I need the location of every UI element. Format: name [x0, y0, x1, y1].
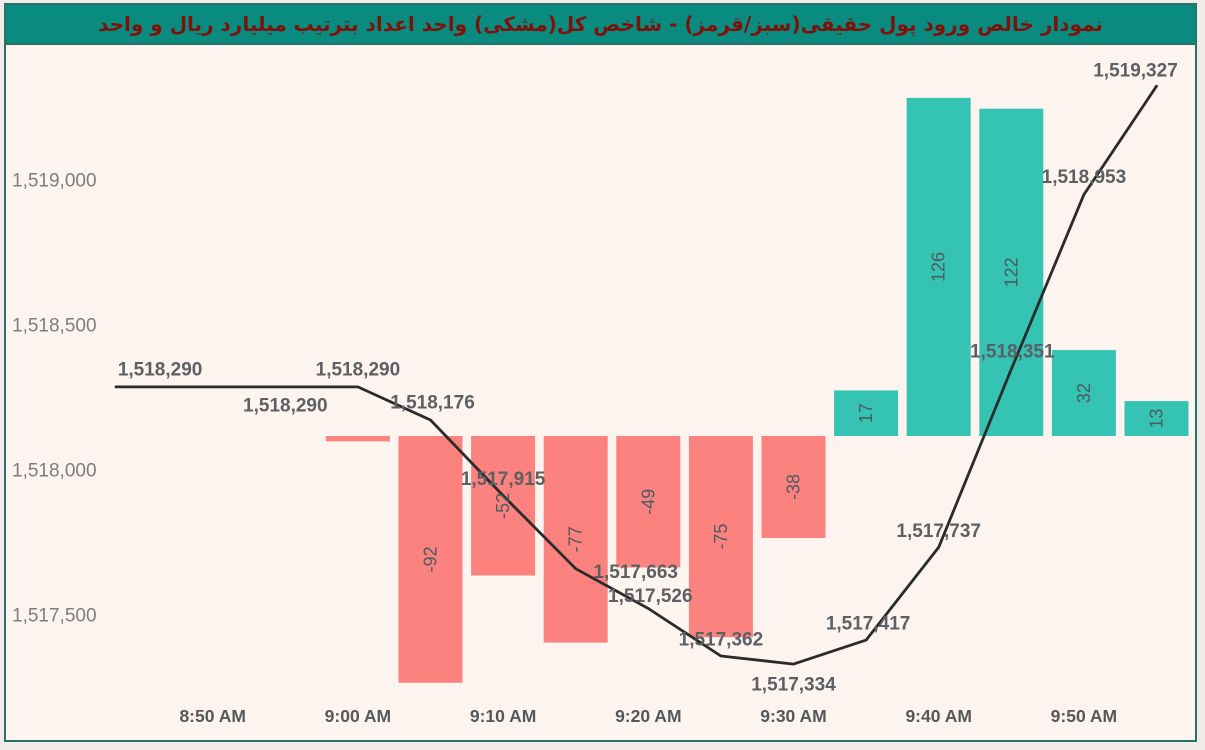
chart-title-bar: نمودار خالص ورود پول حقیقی(سبز/قرمز) - ش… [6, 5, 1195, 45]
chart-title: نمودار خالص ورود پول حقیقی(سبز/قرمز) - ش… [98, 12, 1103, 36]
chart-frame: نمودار خالص ورود پول حقیقی(سبز/قرمز) - ش… [4, 3, 1197, 742]
